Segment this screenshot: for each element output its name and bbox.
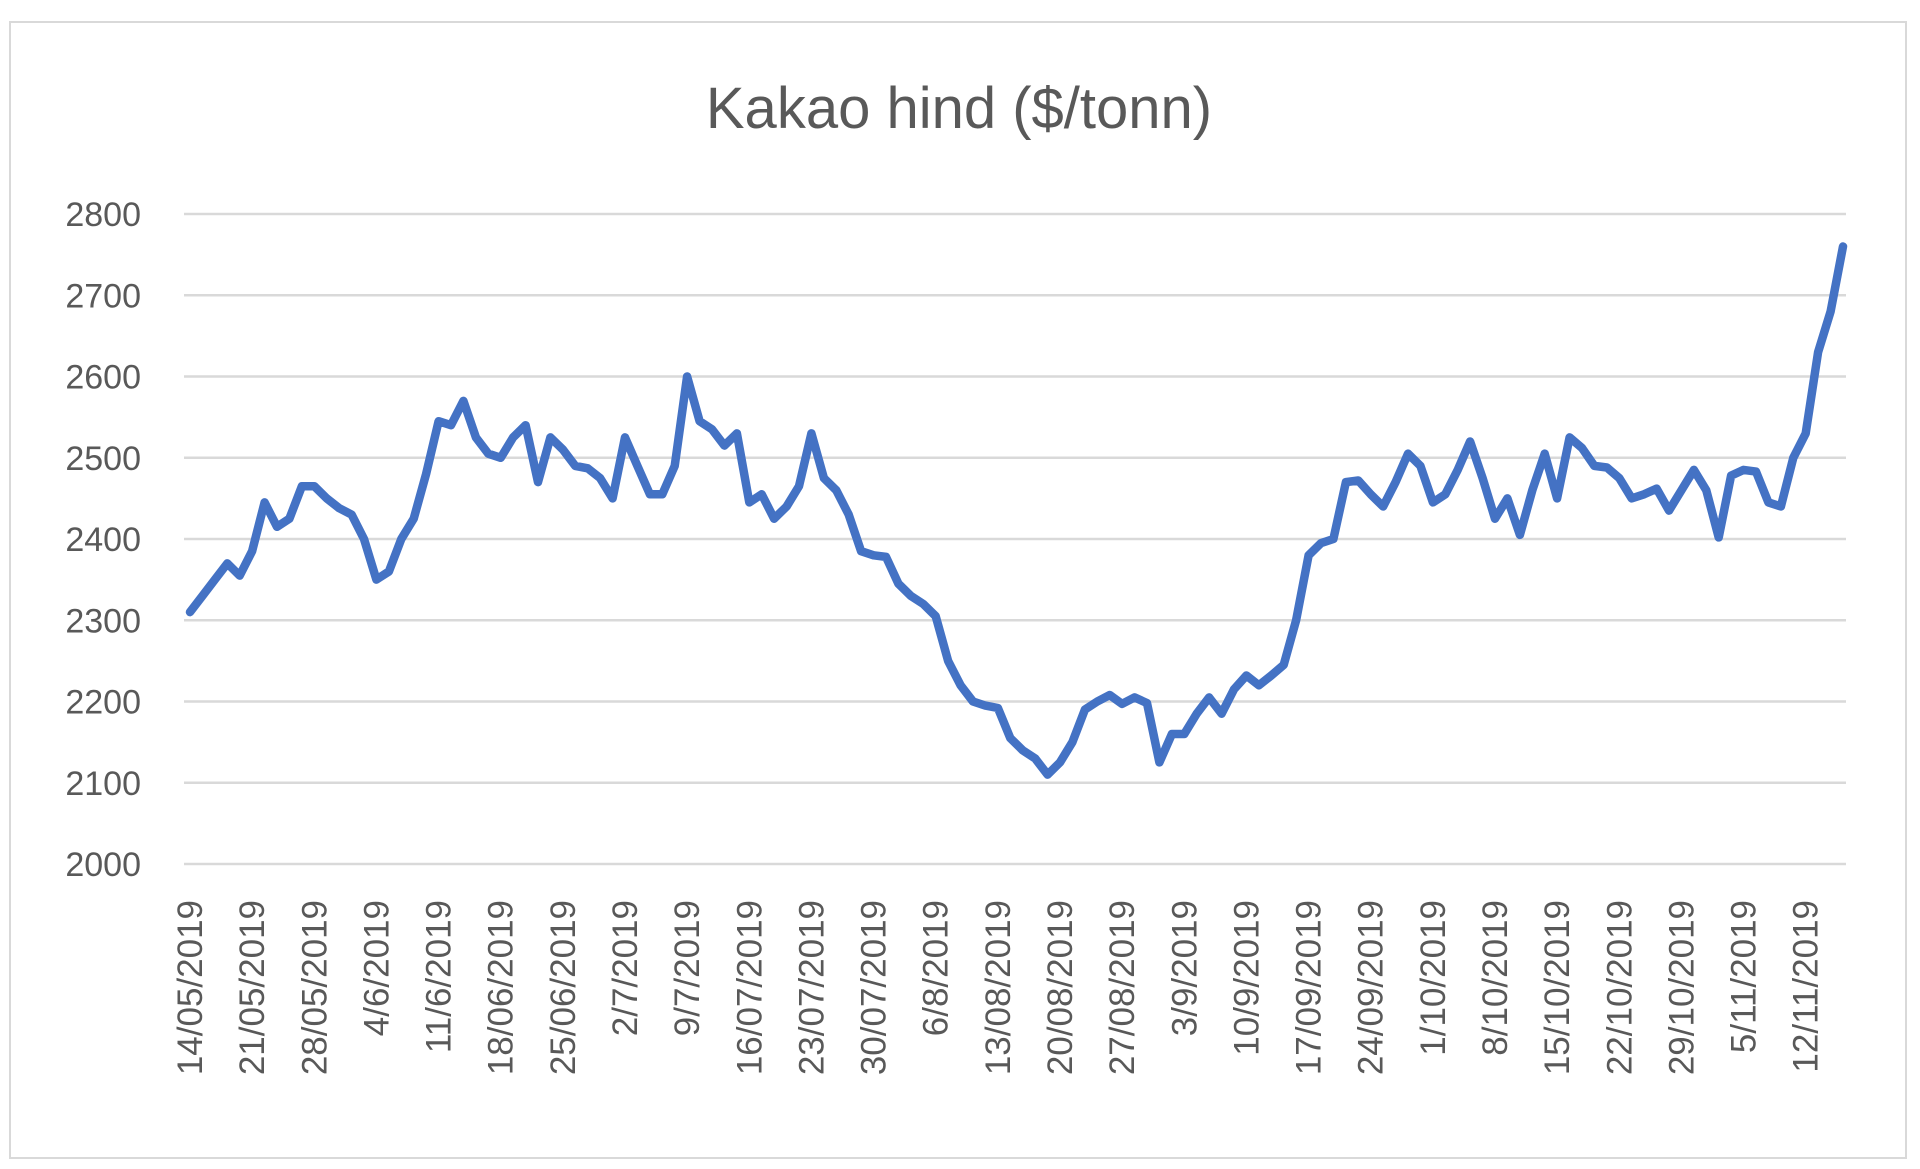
x-tick-label: 25/06/2019 <box>544 900 583 1075</box>
x-tick-label: 17/09/2019 <box>1290 900 1329 1075</box>
x-tick-label: 11/6/2019 <box>420 900 459 1053</box>
y-tick-label: 2800 <box>65 196 141 234</box>
x-tick-label: 6/8/2019 <box>917 900 956 1036</box>
y-tick-label: 2500 <box>65 440 141 478</box>
x-tick-label: 9/7/2019 <box>668 900 707 1036</box>
x-tick-label: 27/08/2019 <box>1103 900 1142 1075</box>
x-tick-label: 24/09/2019 <box>1352 900 1391 1075</box>
y-tick-label: 2100 <box>65 765 141 803</box>
x-tick-label: 10/9/2019 <box>1227 900 1266 1056</box>
x-tick-label: 2/7/2019 <box>606 900 645 1036</box>
x-tick-label: 23/07/2019 <box>792 900 831 1075</box>
x-axis-ticks: 14/05/2019 21/05/2019 28/05/2019 4/6/2019 11… <box>171 900 1826 1075</box>
x-tick-label: 29/10/2019 <box>1662 900 1701 1075</box>
x-tick-label: 5/11/2019 <box>1725 900 1764 1053</box>
x-tick-label: 28/05/2019 <box>295 900 334 1075</box>
y-tick-label: 2200 <box>65 684 141 722</box>
x-tick-label: 1/10/2019 <box>1414 900 1453 1056</box>
y-axis-ticks: 2000 2100 2200 2300 2400 2500 2600 2700 2800 <box>65 196 141 884</box>
y-tick-label: 2000 <box>65 846 141 884</box>
price-line <box>185 242 1848 779</box>
x-tick-label: 30/07/2019 <box>855 900 894 1075</box>
x-tick-label: 15/10/2019 <box>1538 900 1577 1075</box>
x-tick-label: 12/11/2019 <box>1787 900 1826 1073</box>
x-tick-label: 18/06/2019 <box>482 900 521 1075</box>
x-tick-label: 14/05/2019 <box>171 900 210 1075</box>
chart-border <box>9 21 1907 1159</box>
x-tick-label: 3/9/2019 <box>1165 900 1204 1036</box>
x-tick-label: 20/08/2019 <box>1041 900 1080 1075</box>
x-tick-label: 4/6/2019 <box>357 900 396 1036</box>
y-tick-label: 2600 <box>65 359 141 397</box>
series-group <box>185 242 1848 779</box>
chart-title: Kakao hind ($/tonn) <box>706 76 1212 141</box>
x-tick-label: 22/10/2019 <box>1600 900 1639 1075</box>
x-tick-label: 21/05/2019 <box>233 900 272 1075</box>
x-tick-label: 8/10/2019 <box>1476 900 1515 1056</box>
y-tick-label: 2700 <box>65 277 141 315</box>
y-tick-label: 2400 <box>65 521 141 559</box>
x-tick-label: 13/08/2019 <box>979 900 1018 1075</box>
x-tick-label: 16/07/2019 <box>730 900 769 1075</box>
y-tick-label: 2300 <box>65 602 141 640</box>
